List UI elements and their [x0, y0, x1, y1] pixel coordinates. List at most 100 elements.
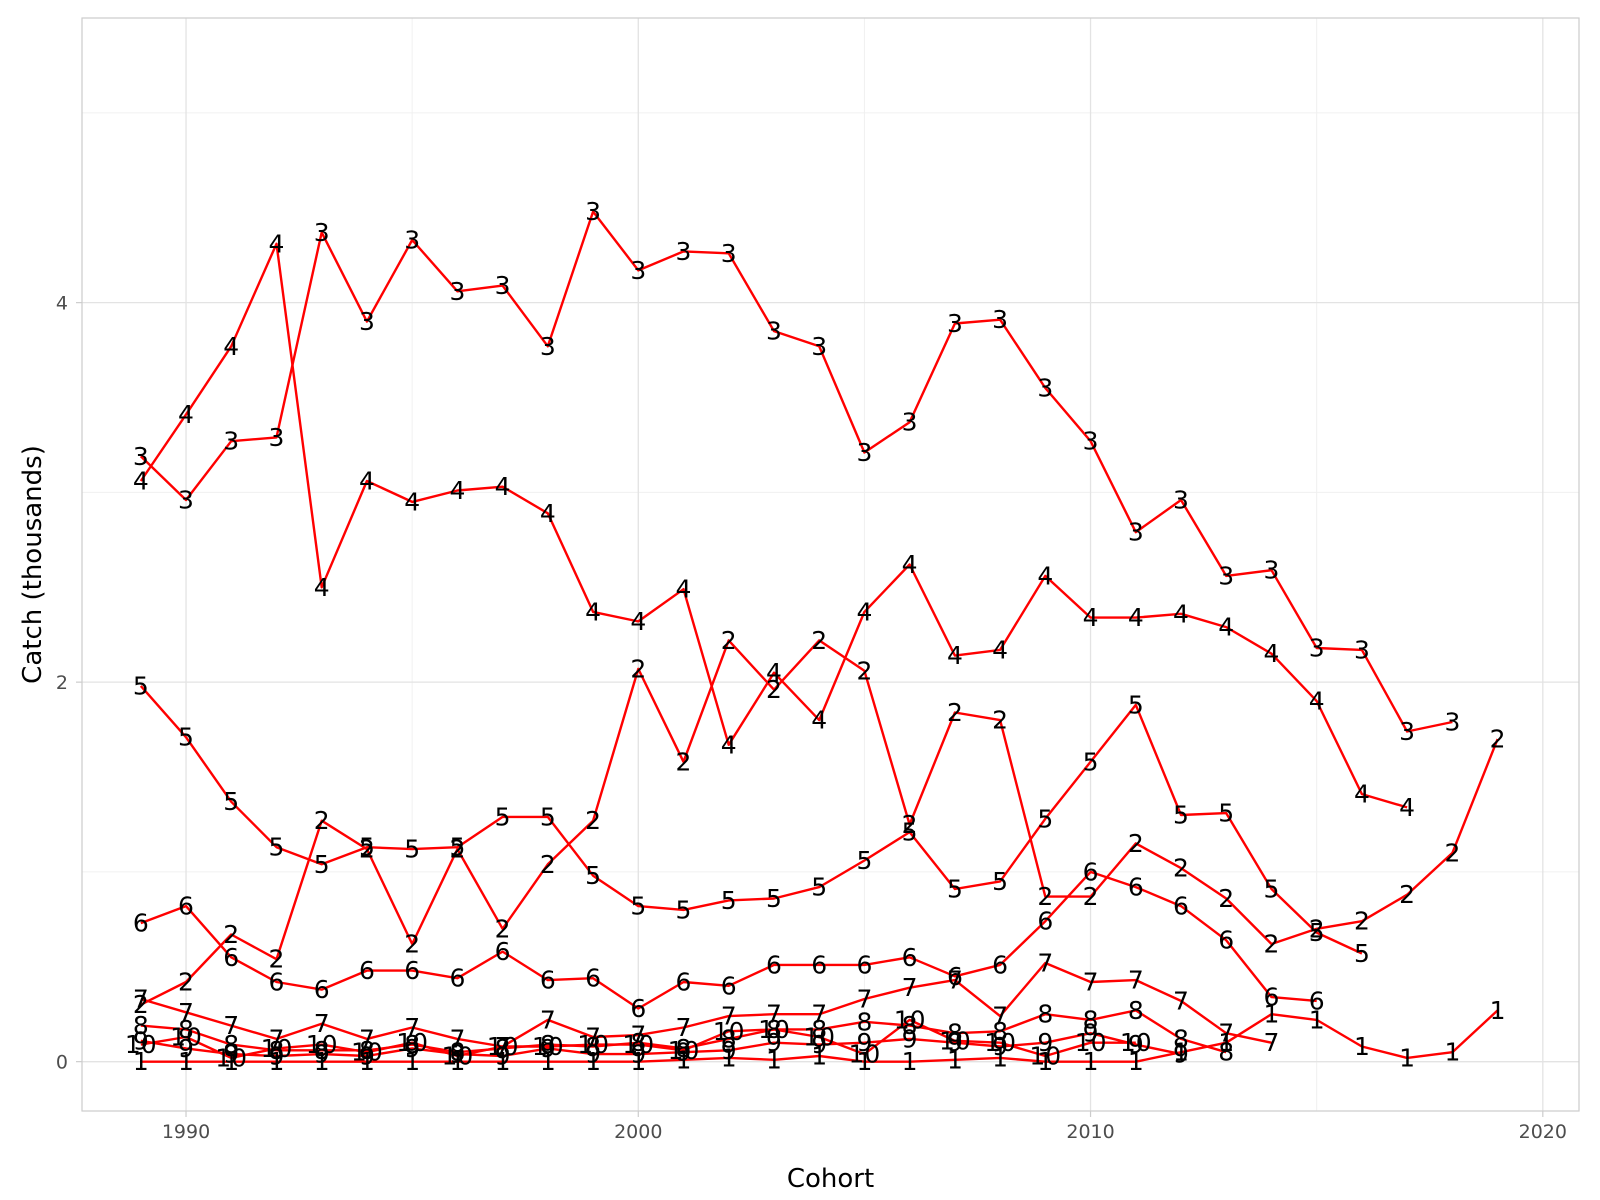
series-line-7 [140, 961, 1272, 1048]
x-axis-ticks: 1990 2000 2010 2020 [162, 1111, 1567, 1143]
series-point-label: 9 [133, 1026, 149, 1055]
series-point-label: 1 [630, 1047, 646, 1076]
series-point-label: 3 [1218, 561, 1234, 590]
series-point-label: 7 [992, 1002, 1008, 1031]
series-point-label: 1 [178, 1047, 194, 1076]
series-point-label: 10 [125, 1030, 157, 1059]
series-point-label: 1 [1128, 1047, 1144, 1076]
series-point-label: 1 [676, 1045, 692, 1074]
series-point-label: 1 [766, 1045, 782, 1074]
series-point-label: 7 [359, 1024, 375, 1053]
series-line-10 [140, 1018, 1136, 1060]
series-point-label: 3 [1444, 708, 1460, 737]
series-point-label: 7 [947, 966, 963, 995]
series-point-label: 3 [585, 197, 601, 226]
x-axis-title: Cohort [787, 1164, 874, 1194]
series-line-5 [139, 685, 1363, 955]
series-point-label: 1 [1444, 1038, 1460, 1067]
series-point-label: 5 [133, 671, 149, 700]
series-point-label: 3 [1128, 518, 1144, 547]
series-point-label: 10 [351, 1038, 383, 1067]
series-point-label: 7 [856, 985, 872, 1014]
series-point-label: 5 [404, 835, 420, 864]
series-point-label: 8 [630, 1028, 646, 1057]
series-line-8 [140, 1009, 1227, 1054]
series-lines [139, 210, 1499, 1063]
series-point-label: 5 [314, 850, 330, 879]
series-point-label: 10 [713, 1017, 745, 1046]
series-point-label: 3 [178, 486, 194, 515]
series-point-label: 10 [215, 1043, 247, 1072]
series-point-label: 1 [1309, 1005, 1325, 1034]
series-point-label: 9 [269, 1042, 285, 1071]
series-point-label: 2 [1128, 829, 1144, 858]
series-point-label: 1 [1037, 1047, 1053, 1076]
series-point-label: 10 [1029, 1042, 1061, 1071]
series-point-label: 6 [449, 964, 465, 993]
series-point-label: 2 [1037, 882, 1053, 911]
series-point-label: 2 [766, 675, 782, 704]
series-point-label: 4 [766, 658, 782, 687]
series-point-label: 1 [495, 1047, 511, 1076]
series-point-label: 2 [178, 968, 194, 997]
series-point-label: 9 [856, 1028, 872, 1057]
series-point-label: 6 [314, 975, 330, 1004]
series-point-label: 6 [178, 892, 194, 921]
series-point-label: 2 [359, 835, 375, 864]
series-point-label: 5 [1264, 875, 1280, 904]
series-point-label: 6 [269, 968, 285, 997]
series-point-label: 10 [622, 1030, 654, 1059]
series-point-label: 7 [495, 1032, 511, 1061]
series-point-label: 4 [540, 499, 556, 528]
series-point-label: 3 [495, 271, 511, 300]
series-point-label: 2 [856, 656, 872, 685]
series-point-label: 8 [766, 1015, 782, 1044]
series-point-label: 3 [314, 218, 330, 247]
series-point-label: 9 [766, 1028, 782, 1057]
series-point-label: 4 [630, 607, 646, 636]
series-point-label: 5 [1309, 918, 1325, 947]
series-point-label: 5 [1173, 801, 1189, 830]
series-point-label: 9 [1173, 1040, 1189, 1069]
series-point-label: 2 [947, 698, 963, 727]
series-point-label: 1 [269, 1047, 285, 1076]
series-point-label: 4 [902, 550, 918, 579]
series-point-label: 3 [1309, 634, 1325, 663]
series-point-label: 6 [992, 950, 1008, 979]
series-point-label: 4 [1128, 603, 1144, 632]
plot-panel-border [81, 17, 1580, 1112]
series-point-label: 6 [1264, 983, 1280, 1012]
series-point-label: 1 [947, 1045, 963, 1074]
series-point-label: 3 [359, 307, 375, 336]
series-point-label: 10 [306, 1030, 338, 1059]
series-point-label: 2 [1173, 854, 1189, 883]
series-point-label: 2 [1218, 884, 1234, 913]
series-point-label: 6 [1128, 873, 1144, 902]
series-point-label: 9 [314, 1040, 330, 1069]
series-point-label: 6 [811, 950, 827, 979]
series-point-label: 1 [314, 1047, 330, 1076]
series-line-6 [140, 870, 1317, 1010]
series-point-label: 1 [1083, 1047, 1099, 1076]
series-point-label: 4 [404, 487, 420, 516]
series-point-label: 10 [758, 1015, 790, 1044]
series-point-label: 8 [314, 1036, 330, 1065]
series-point-label: 7 [540, 1005, 556, 1034]
series-point-label: 3 [1264, 556, 1280, 585]
series-point-label: 3 [992, 305, 1008, 334]
series-point-label: 5 [902, 818, 918, 847]
series-point-label: 5 [1354, 939, 1370, 968]
series-point-label: 8 [1037, 1000, 1053, 1029]
series-point-label: 7 [811, 1000, 827, 1029]
series-point-label: 3 [449, 277, 465, 306]
series-point-label: 7 [449, 1024, 465, 1053]
series-point-label: 5 [676, 895, 692, 924]
x-tick-label: 1990 [162, 1121, 210, 1143]
series-point-label: 8 [495, 1034, 511, 1063]
series-point-label: 5 [540, 802, 556, 831]
series-point-label: 6 [947, 962, 963, 991]
series-point-label: 2 [1490, 725, 1506, 754]
series-point-label: 10 [487, 1032, 519, 1061]
series-point-label: 3 [133, 442, 149, 471]
